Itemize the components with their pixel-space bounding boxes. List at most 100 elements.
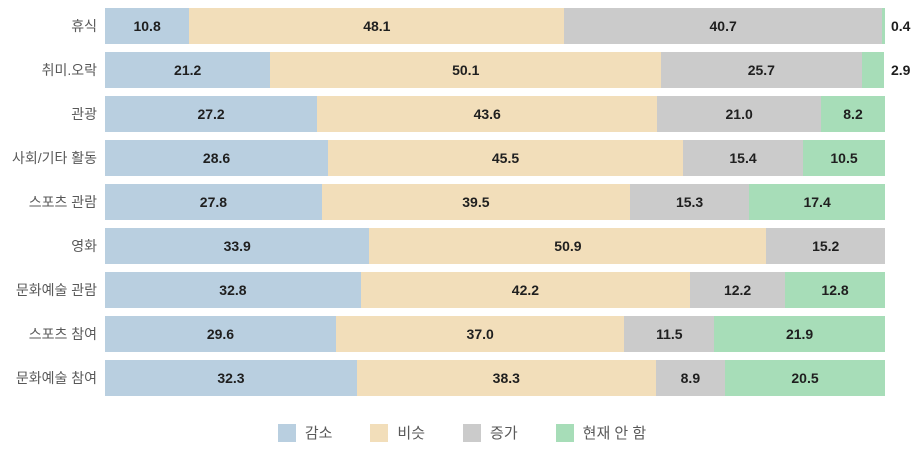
value-label: 43.6 [473, 106, 501, 122]
bar-segment: 27.2 [105, 96, 318, 132]
bar-segment [861, 52, 885, 88]
chart-row: 문화예술 관람 32.8 42.2 12.2 12.8 [0, 272, 924, 308]
legend-label: 현재 안 함 [582, 425, 647, 442]
value-label: 33.9 [223, 238, 251, 254]
value-label: 15.3 [675, 194, 704, 210]
category-label: 스포츠 관람 [28, 194, 97, 210]
legend-swatch-icon [555, 423, 574, 442]
bar-segment: 40.7 [564, 8, 882, 44]
value-label: 20.5 [791, 370, 819, 386]
bar-segment: 12.2 [689, 272, 786, 308]
value-label: 29.6 [206, 326, 235, 342]
bar-track: 27.8 39.5 15.3 17.4 [105, 184, 885, 220]
bar-segment: 21.2 [105, 52, 271, 88]
value-label: 50.9 [554, 238, 582, 254]
value-label: 32.3 [217, 370, 245, 386]
value-label: 48.1 [363, 18, 391, 34]
chart-row: 사회/기타 활동 28.6 45.5 15.4 10.5 [0, 140, 924, 176]
value-label: 21.2 [174, 62, 202, 78]
bar-segment: 29.6 [105, 316, 336, 352]
bar-segment: 8.2 [821, 96, 885, 132]
chart-row: 취미.오락 21.2 50.1 25.7 2.9 [0, 52, 924, 88]
chart-row: 문화예술 참여 32.3 38.3 8.9 20.5 [0, 360, 924, 396]
bar-segment: 32.3 [105, 360, 357, 396]
bar-segment: 28.6 [105, 140, 329, 176]
value-label: 21.9 [785, 326, 814, 342]
chart-row: 휴식 10.8 48.1 40.7 0.4 [0, 8, 924, 44]
category-label: 문화예술 참여 [15, 370, 97, 386]
value-label: 42.2 [511, 282, 540, 298]
value-label: 27.2 [197, 106, 225, 122]
bar-segment: 45.5 [328, 140, 683, 176]
legend-swatch-icon [370, 423, 389, 442]
value-label: 11.5 [656, 326, 683, 342]
category-label: 취미.오락 [41, 62, 97, 78]
chart-row: 스포츠 관람 27.8 39.5 15.3 17.4 [0, 184, 924, 220]
value-label: 12.8 [821, 282, 849, 298]
bar-segment: 50.9 [369, 228, 767, 264]
bar-segment [881, 8, 885, 44]
bar-segment: 11.5 [624, 316, 715, 352]
legend-item: 증가 [463, 422, 518, 443]
bar-segment: 21.9 [714, 316, 885, 352]
value-label: 10.8 [133, 18, 161, 34]
category-label: 휴식 [71, 18, 97, 34]
category-label: 영화 [71, 238, 97, 254]
value-label: 45.5 [491, 150, 520, 166]
value-label: 12.2 [723, 282, 752, 298]
value-label: 50.1 [452, 62, 480, 78]
bar-segment: 12.8 [785, 272, 885, 308]
value-label: 15.2 [812, 238, 840, 254]
bar-segment: 15.4 [682, 140, 804, 176]
bar-segment: 43.6 [317, 96, 658, 132]
legend-item: 현재 안 함 [555, 422, 647, 443]
bar-segment: 39.5 [321, 184, 630, 220]
category-label: 사회/기타 활동 [11, 150, 97, 166]
legend-swatch-icon [277, 423, 296, 442]
bar-segment: 50.1 [270, 52, 662, 88]
value-label: 38.3 [492, 370, 520, 386]
legend-item: 감소 [277, 422, 332, 443]
chart-row: 관광 27.2 43.6 21.0 8.2 [0, 96, 924, 132]
bar-segment: 25.7 [661, 52, 862, 88]
value-label: 8.9 [680, 370, 701, 386]
value-label: 10.5 [830, 150, 858, 166]
bar-segment: 27.8 [105, 184, 322, 220]
chart-legend: 감소 비슷 증가 현재 안 함 [0, 422, 924, 443]
category-label: 스포츠 참여 [28, 326, 97, 342]
bar-segment: 48.1 [189, 8, 565, 44]
value-label: 8.2 [843, 106, 863, 122]
value-label: 28.6 [202, 150, 231, 166]
bar-track: 10.8 48.1 40.7 0.4 [105, 8, 910, 44]
bar-track: 32.8 42.2 12.2 12.8 [105, 272, 885, 308]
bar-track: 33.9 50.9 15.2 [105, 228, 885, 264]
bar-track: 29.6 37.0 11.5 21.9 [105, 316, 885, 352]
bar-segment: 21.0 [657, 96, 822, 132]
bar-track: 32.3 38.3 8.9 20.5 [105, 360, 885, 396]
bar-segment: 33.9 [105, 228, 370, 264]
bar-segment: 37.0 [335, 316, 625, 352]
legend-swatch-icon [463, 423, 482, 442]
value-label: 17.4 [803, 194, 831, 210]
value-label: 39.5 [462, 194, 490, 210]
bar-segment: 10.5 [803, 140, 885, 176]
value-label: 27.8 [199, 194, 228, 210]
category-label: 관광 [71, 106, 97, 122]
legend-label: 증가 [490, 425, 518, 442]
value-label: 21.0 [725, 106, 753, 122]
bar-segment: 32.8 [105, 272, 361, 308]
chart-row: 스포츠 참여 29.6 37.0 11.5 21.9 [0, 316, 924, 352]
bar-track: 21.2 50.1 25.7 2.9 [105, 52, 910, 88]
value-label: 40.7 [709, 18, 737, 34]
bar-segment: 15.2 [766, 228, 885, 264]
bar-segment: 10.8 [105, 8, 190, 44]
bar-segment: 42.2 [360, 272, 690, 308]
bar-segment: 8.9 [655, 360, 726, 396]
value-label: 25.7 [747, 62, 775, 78]
legend-item: 비슷 [370, 422, 425, 443]
bar-segment: 38.3 [356, 360, 656, 396]
value-label: 15.4 [729, 150, 757, 166]
bar-track: 28.6 45.5 15.4 10.5 [105, 140, 885, 176]
value-label: 32.8 [219, 282, 247, 298]
